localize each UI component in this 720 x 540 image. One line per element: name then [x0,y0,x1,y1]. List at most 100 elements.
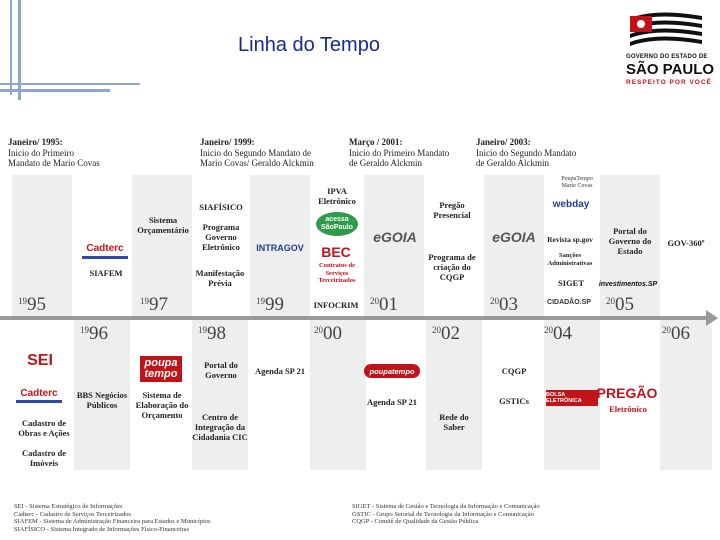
label-programa-cqgp: Programa de criação do CQGP [428,252,476,282]
milestone-title: Janeiro/ 1999: [200,137,255,147]
label-siafem: SIAFEM [89,268,123,278]
sao-paulo-flag-icon [630,12,702,46]
label-poupatempo-marie-covas: PoupaTempo Marie Covas [561,176,593,189]
label-portal-governo: Portal do Governo [204,360,238,380]
label-gstics: GSTICs [499,396,529,406]
year-1998: 1998 [198,323,226,344]
webday-logo: webday [552,198,590,210]
milestone-title: Março / 2001: [349,137,403,147]
column-2000 [310,320,366,470]
label-pregao-presencial: Pregão Presencial [433,200,471,220]
column-2001 [364,175,424,316]
logo-line-2: SÃO PAULO [626,61,715,78]
milestone-text: Inicio do Segundo Mandato [476,147,577,158]
milestone-text: de Geraldo Alckmin [349,158,422,168]
legend-item: SIGET - Sistema de Gestão e Tecnologia d… [352,503,540,510]
decorative-line [0,83,140,85]
legend-item: GSTIC - Grupo Setorial de Tecnologia da … [352,510,534,518]
label-siafisico: SIAFÍSICO [199,202,243,212]
label-ipva-eletronico: IPVA Eletrônico [318,186,356,206]
label-sistema-orcamentario: Sistema Orçamentário [137,215,189,235]
poupatempo-logo-text: tempo [144,368,178,380]
label-programa-governo-eletronico: Programa Governo Eletrônico [202,222,240,252]
year-2004: 2004 [544,323,572,344]
milestone-1995: Janeiro/ 1995: Inicio do Primeiro Mandat… [8,137,158,169]
footer-legend-right: SIGET - Sistema de Gestão e Tecnologia d… [352,503,692,526]
milestone-text: de Geraldo Alckmin [476,158,549,168]
timeline-axis [0,316,712,320]
column-1997 [132,175,192,316]
legend-item: CQGP - Comitê de Qualidade da Gestão Púb… [352,518,479,525]
milestone-title: Janeiro/ 2003: [476,137,531,147]
timeline-arrow-icon [706,310,718,326]
year-1996: 1996 [80,323,108,344]
legend-item: SIAFEM - Sistema de Administração Financ… [14,518,211,525]
label-revista-spgov: Revista sp.gov [547,235,593,244]
cidadao-sp-logo: CIDADÃO.SP [547,298,591,306]
year-1995: 1995 [18,294,46,315]
label-cadastro-obras: Cadastro de Obras e Ações [18,418,70,438]
label-infocrim: INFOCRIM [313,300,359,310]
label-pregao-eletronico: Eletrônico [609,404,647,414]
year-2003: 2003 [490,294,518,315]
label-siget: SIGET [558,278,584,288]
column-2003 [484,175,544,316]
milestone-text: Inicio do Primeiro [8,147,74,158]
label-bec-contratos: Contratos de Serviços Terceirizados [318,262,356,284]
logo-line-1: GOVERNO DO ESTADO DE [626,54,708,60]
cadterc-logo: Cadterc [82,240,128,259]
milestone-text: Mario Covas/ Geraldo Alckmin [200,158,314,168]
year-1999: 1999 [256,294,284,315]
year-2006: 2006 [662,323,690,344]
column-1998 [192,320,248,470]
milestone-text: Inicio do Segundo Mandato de [200,147,311,158]
year-1997: 1997 [140,294,168,315]
label-cadastro-imoveis: Cadastro de Imóveis [22,448,66,468]
egoia-logo: eGOIA [373,229,417,245]
year-2001: 2001 [370,294,398,315]
label-centro-integracao: Centro de Integração da Cidadania CIC [192,412,248,442]
milestone-2003: Janeiro/ 2003: Inicio do Segundo Mandato… [476,137,606,169]
milestone-text: Inicio do Primeiro Mandato [349,147,450,158]
legend-item: SEI - Sistema Estratégico de Informações [14,503,123,510]
year-2000: 2000 [314,323,342,344]
legend-item: Cadterc - Cadastro de Serviços Terceiriz… [14,510,131,518]
year-2005: 2005 [606,294,634,315]
milestone-2001: Março / 2001: Inicio do Primeiro Mandato… [349,137,479,169]
egoia-logo: eGOIA [492,229,536,245]
investimentos-sp-logo: investimentos.SP [598,280,658,288]
label-gov-360: GOV-360º [667,238,705,248]
sao-paulo-logo: GOVERNO DO ESTADO DE SÃO PAULO RESPEITO … [622,10,714,90]
legend-item: SIAFÍSICO - Sistema Integrado de Informa… [14,525,190,533]
milestone-title: Janeiro/ 1995: [8,137,63,147]
footer-legend-left: SEI - Sistema Estratégico de Informações… [14,503,334,533]
logo-line-3: RESPEITO POR VOCÊ [626,79,712,86]
column-1996 [74,320,130,470]
poupatempo-logo-text: poupa [144,357,178,369]
year-2002: 2002 [432,323,460,344]
label-agenda-sp21: Agenda SP 21 [366,397,418,407]
bec-logo: BEC [321,244,351,260]
label-sistema-elaboracao: Sistema de Elaboração do Orçamento [135,390,189,420]
label-bbs-negocios: BBS Negócios Públicos [76,390,128,410]
poupatempo-red-logo: poupatempo [364,364,420,378]
pregao-logo: PREGÃO [596,385,658,401]
acessa-sp-logo: acessa SãoPaulo [316,212,358,236]
column-1995 [12,175,72,316]
decorative-line [0,89,110,92]
label-sancoes: Sanções Administrativas [547,252,593,267]
label-portal-governo-estado: Portal do Governo do Estado [608,226,652,256]
decorative-line [18,0,21,100]
decorative-line [10,0,12,95]
bolsa-eletronica-logo: BOLSA ELETRÔNICA [546,390,598,406]
column-2006 [660,320,712,470]
label-manifestacao-previa: Manifestação Prévia [195,268,245,288]
column-2005 [600,175,660,316]
milestone-1999: Janeiro/ 1999: Inicio do Segundo Mandato… [200,137,340,169]
sei-logo: SEI [27,352,53,369]
label-agenda-sp21: Agenda SP 21 [254,366,306,376]
label-cqgp: CQGP [501,366,527,376]
milestone-text: Mandato de Mario Covas [8,158,100,168]
column-2002 [426,320,482,470]
label-rede-saber: Rede do Saber [439,412,469,432]
